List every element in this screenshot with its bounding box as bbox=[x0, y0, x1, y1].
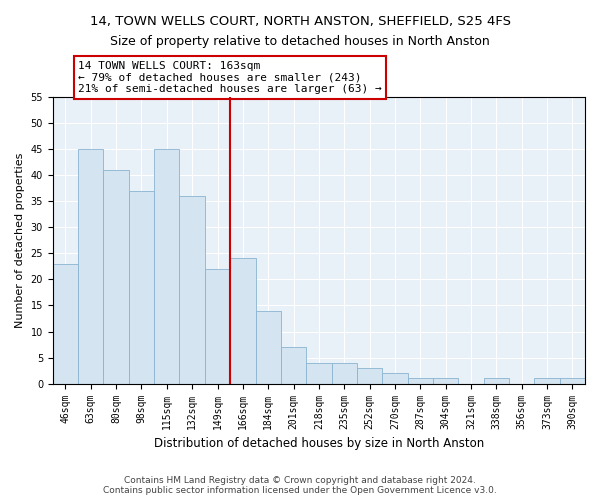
Text: 14 TOWN WELLS COURT: 163sqm
← 79% of detached houses are smaller (243)
21% of se: 14 TOWN WELLS COURT: 163sqm ← 79% of det… bbox=[78, 61, 382, 94]
Text: Size of property relative to detached houses in North Anston: Size of property relative to detached ho… bbox=[110, 35, 490, 48]
Bar bbox=[357, 368, 382, 384]
Bar bbox=[103, 170, 129, 384]
Y-axis label: Number of detached properties: Number of detached properties bbox=[15, 152, 25, 328]
Bar bbox=[535, 378, 560, 384]
Bar bbox=[205, 269, 230, 384]
Bar bbox=[129, 190, 154, 384]
Bar bbox=[332, 363, 357, 384]
Bar bbox=[78, 149, 103, 384]
Bar bbox=[382, 374, 407, 384]
Bar bbox=[281, 347, 306, 384]
Text: Contains HM Land Registry data © Crown copyright and database right 2024.
Contai: Contains HM Land Registry data © Crown c… bbox=[103, 476, 497, 495]
Bar bbox=[560, 378, 585, 384]
Bar bbox=[53, 264, 78, 384]
X-axis label: Distribution of detached houses by size in North Anston: Distribution of detached houses by size … bbox=[154, 437, 484, 450]
Text: 14, TOWN WELLS COURT, NORTH ANSTON, SHEFFIELD, S25 4FS: 14, TOWN WELLS COURT, NORTH ANSTON, SHEF… bbox=[89, 15, 511, 28]
Bar bbox=[179, 196, 205, 384]
Bar bbox=[433, 378, 458, 384]
Bar bbox=[154, 149, 179, 384]
Bar bbox=[484, 378, 509, 384]
Bar bbox=[256, 310, 281, 384]
Bar bbox=[407, 378, 433, 384]
Bar bbox=[306, 363, 332, 384]
Bar bbox=[230, 258, 256, 384]
